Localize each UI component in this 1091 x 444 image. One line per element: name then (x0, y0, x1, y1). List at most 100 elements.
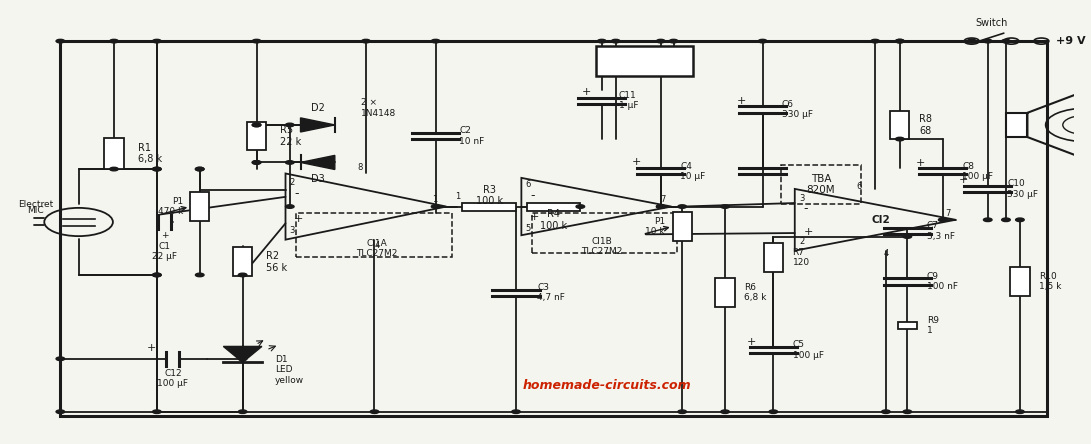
Polygon shape (224, 346, 262, 362)
Circle shape (512, 410, 520, 413)
Text: P1
470 k: P1 470 k (158, 197, 183, 216)
Circle shape (657, 40, 666, 43)
Text: C5
100 μF: C5 100 μF (793, 340, 824, 360)
Text: C6
330 μF: C6 330 μF (782, 100, 813, 119)
Circle shape (1078, 121, 1091, 128)
Bar (247, 122, 266, 151)
Circle shape (110, 40, 118, 43)
Circle shape (657, 205, 666, 208)
Circle shape (110, 167, 118, 171)
Circle shape (238, 273, 247, 277)
Circle shape (286, 205, 295, 208)
Text: D2: D2 (311, 103, 325, 113)
Circle shape (611, 40, 620, 43)
Circle shape (896, 137, 904, 141)
Text: 6: 6 (856, 182, 862, 191)
Circle shape (1002, 218, 1010, 222)
Polygon shape (300, 118, 335, 132)
Circle shape (938, 218, 947, 222)
Text: 2 ×
1N4148: 2 × 1N4148 (360, 99, 396, 118)
Text: C7
3,3 nF: C7 3,3 nF (926, 221, 955, 241)
Circle shape (903, 235, 912, 238)
Circle shape (361, 40, 370, 43)
Text: D3: D3 (311, 174, 324, 184)
Circle shape (286, 123, 295, 127)
Circle shape (153, 410, 161, 413)
Circle shape (983, 40, 992, 43)
Bar (890, 111, 910, 139)
Text: +
C1
22 μF: + C1 22 μF (152, 231, 177, 261)
Bar (297, 213, 452, 257)
Text: homemade-circuits.com: homemade-circuits.com (523, 379, 692, 392)
Bar (233, 247, 252, 276)
Bar (1006, 113, 1028, 137)
Circle shape (882, 410, 890, 413)
Bar (527, 202, 580, 210)
Circle shape (238, 410, 247, 413)
Text: +: + (530, 213, 539, 222)
Text: 7: 7 (661, 195, 667, 204)
Circle shape (431, 205, 440, 208)
Text: +: + (916, 159, 925, 168)
Bar (1010, 267, 1030, 296)
Text: +: + (747, 337, 756, 347)
Text: 5: 5 (526, 224, 531, 233)
Circle shape (968, 40, 976, 43)
Circle shape (896, 40, 904, 43)
Text: +: + (582, 87, 591, 97)
Text: 4: 4 (884, 249, 888, 258)
Circle shape (370, 410, 379, 413)
Circle shape (195, 167, 204, 171)
Text: +: + (632, 158, 642, 167)
Text: Electret: Electret (19, 200, 53, 209)
Circle shape (252, 123, 261, 127)
Text: C3
4,7 nF: C3 4,7 nF (538, 283, 565, 302)
Text: R1
6,8 k: R1 6,8 k (137, 143, 161, 164)
Text: R9
1: R9 1 (926, 316, 938, 335)
Text: +: + (738, 95, 746, 106)
Text: C10
330 μF: C10 330 μF (1007, 179, 1038, 198)
Text: MIC: MIC (27, 206, 44, 215)
Text: -: - (530, 189, 535, 202)
Text: C2
10 nF: C2 10 nF (459, 126, 484, 146)
Circle shape (983, 218, 992, 222)
Circle shape (286, 161, 295, 164)
Text: C8
100 μF: C8 100 μF (962, 162, 993, 181)
Text: R2
56 k: R2 56 k (266, 251, 287, 273)
Text: +: + (959, 175, 969, 185)
Text: C4
10 μF: C4 10 μF (680, 162, 705, 181)
Text: D1
LED
yellow: D1 LED yellow (275, 355, 304, 385)
Circle shape (153, 167, 161, 171)
Circle shape (721, 410, 730, 413)
Text: +: + (147, 343, 156, 353)
Text: R6
6,8 k: R6 6,8 k (744, 283, 767, 302)
Bar (463, 202, 516, 210)
Circle shape (1016, 410, 1024, 413)
Circle shape (678, 410, 686, 413)
Circle shape (598, 40, 607, 43)
Bar (60, 41, 1046, 416)
Text: +9 V: +9 V (1056, 36, 1086, 46)
Text: CI1B
TLC27M2: CI1B TLC27M2 (582, 237, 623, 256)
Text: C9
100 nF: C9 100 nF (926, 272, 958, 291)
Circle shape (56, 410, 64, 413)
Text: P1
10 k: P1 10 k (646, 217, 666, 236)
Circle shape (153, 273, 161, 277)
Text: R8
68: R8 68 (919, 114, 932, 136)
Bar (190, 192, 209, 221)
Bar (105, 138, 123, 169)
Circle shape (657, 205, 666, 208)
Circle shape (56, 357, 64, 361)
Text: R4
100 k: R4 100 k (540, 209, 567, 230)
Text: 6: 6 (526, 180, 531, 189)
Polygon shape (300, 155, 335, 170)
Text: R3
100 k: R3 100 k (476, 185, 503, 206)
Bar (672, 212, 692, 241)
Text: 2: 2 (290, 178, 295, 187)
Bar (597, 46, 693, 76)
Circle shape (576, 205, 585, 208)
Text: C12
100 μF: C12 100 μF (157, 369, 189, 388)
Text: R7
120: R7 120 (793, 248, 810, 267)
Text: 2: 2 (799, 237, 804, 246)
Text: 1: 1 (432, 195, 437, 204)
